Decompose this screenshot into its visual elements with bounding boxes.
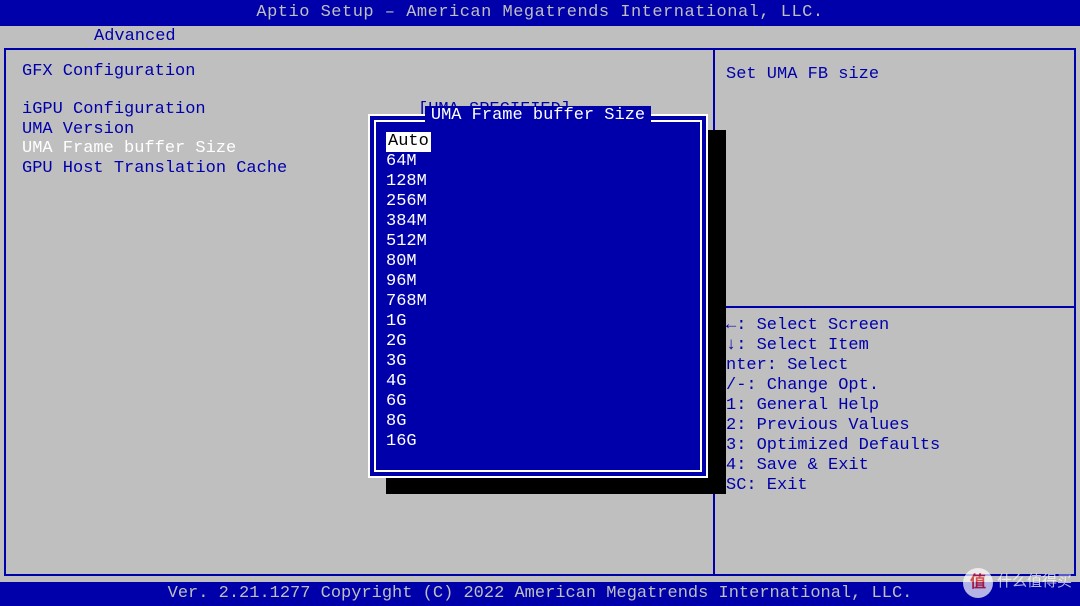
popup-option-16g[interactable]: 16G	[386, 432, 431, 452]
key-hint: 2: Previous Values	[726, 416, 940, 436]
key-hints: ←: Select Screen ↓: Select Item nter: Se…	[726, 316, 940, 496]
section-title: GFX Configuration	[22, 62, 195, 82]
popup-option-80m[interactable]: 80M	[386, 252, 431, 272]
popup-option-96m[interactable]: 96M	[386, 272, 431, 292]
popup-option-2g[interactable]: 2G	[386, 332, 431, 352]
popup-option-list: Auto 64M 128M 256M 384M 512M 80M 96M 768…	[386, 132, 431, 452]
menu-item-uma-version[interactable]: UMA Version	[22, 120, 287, 140]
uma-frame-buffer-size-popup: UMA Frame buffer Size Auto 64M 128M 256M…	[368, 114, 708, 478]
help-separator	[715, 306, 1076, 308]
popup-option-auto[interactable]: Auto	[386, 132, 431, 152]
popup-option-6g[interactable]: 6G	[386, 392, 431, 412]
context-help-text: Set UMA FB size	[726, 65, 879, 85]
menu-item-uma-frame-buffer-size[interactable]: UMA Frame buffer Size	[22, 139, 287, 159]
key-hint: ←: Select Screen	[726, 316, 940, 336]
key-hint: SC: Exit	[726, 476, 940, 496]
popup-option-1g[interactable]: 1G	[386, 312, 431, 332]
popup-option-768m[interactable]: 768M	[386, 292, 431, 312]
bios-titlebar: Aptio Setup – American Megatrends Intern…	[0, 0, 1080, 26]
bios-footer: Ver. 2.21.1277 Copyright (C) 2022 Americ…	[0, 582, 1080, 606]
popup-option-4g[interactable]: 4G	[386, 372, 431, 392]
popup-option-3g[interactable]: 3G	[386, 352, 431, 372]
popup-option-64m[interactable]: 64M	[386, 152, 431, 172]
popup-option-512m[interactable]: 512M	[386, 232, 431, 252]
key-hint: ↓: Select Item	[726, 336, 940, 356]
menu-item-gpu-host-translation-cache[interactable]: GPU Host Translation Cache	[22, 159, 287, 179]
watermark-badge-icon: 值	[963, 568, 993, 598]
tab-advanced[interactable]: Advanced	[84, 26, 186, 48]
key-hint: 4: Save & Exit	[726, 456, 940, 476]
watermark-text: 什么值得买	[997, 574, 1072, 591]
source-watermark: 值 什么值得买	[963, 568, 1072, 598]
popup-title: UMA Frame buffer Size	[370, 106, 706, 126]
popup-title-text: UMA Frame buffer Size	[425, 106, 651, 125]
popup-option-256m[interactable]: 256M	[386, 192, 431, 212]
popup-option-128m[interactable]: 128M	[386, 172, 431, 192]
popup-option-8g[interactable]: 8G	[386, 412, 431, 432]
bios-screen: Aptio Setup – American Megatrends Intern…	[0, 0, 1080, 606]
key-hint: nter: Select	[726, 356, 940, 376]
key-hint: /-: Change Opt.	[726, 376, 940, 396]
key-hint: 3: Optimized Defaults	[726, 436, 940, 456]
popup-option-384m[interactable]: 384M	[386, 212, 431, 232]
key-hint: 1: General Help	[726, 396, 940, 416]
settings-menu: iGPU Configuration UMA Version UMA Frame…	[22, 100, 287, 178]
menu-item-igpu-configuration[interactable]: iGPU Configuration	[22, 100, 287, 120]
